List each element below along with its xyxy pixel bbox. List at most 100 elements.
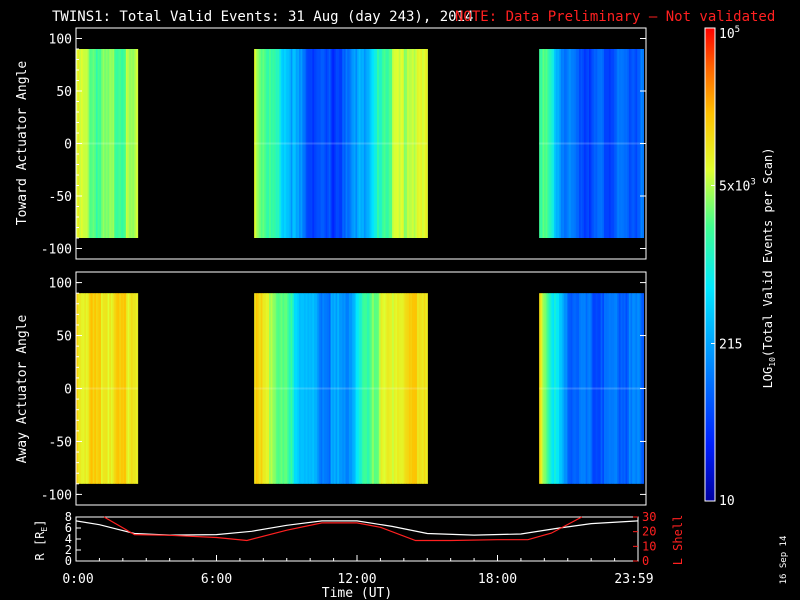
heat-column xyxy=(575,293,578,484)
heat-column xyxy=(382,49,385,238)
ytick-label: -100 xyxy=(41,243,72,258)
heat-column xyxy=(597,293,600,484)
heat-column xyxy=(90,49,94,238)
heat-column xyxy=(393,293,396,484)
heat-column xyxy=(320,293,323,484)
heat-column xyxy=(112,49,115,238)
heat-column xyxy=(392,293,395,484)
heat-column xyxy=(277,49,280,238)
heat-column xyxy=(410,293,413,484)
heat-column xyxy=(423,293,426,484)
heat-column xyxy=(615,293,618,484)
heat-column xyxy=(427,49,428,238)
heat-column xyxy=(100,293,103,484)
heat-column xyxy=(617,293,620,484)
heat-column xyxy=(555,293,558,484)
xtick-label: 12:00 xyxy=(337,572,376,587)
heat-column xyxy=(382,293,385,484)
heat-column xyxy=(407,49,410,238)
heat-column xyxy=(577,49,580,238)
heat-column xyxy=(102,49,105,238)
heat-column xyxy=(279,49,282,238)
heat-column xyxy=(393,49,396,238)
heat-column xyxy=(395,293,398,484)
heat-column xyxy=(422,293,425,484)
heat-column xyxy=(625,49,628,238)
heat-column xyxy=(350,49,353,238)
colorbar xyxy=(704,27,716,502)
heat-column xyxy=(372,293,375,484)
heat-column xyxy=(129,293,132,484)
heat-column xyxy=(383,49,386,238)
heat-column xyxy=(633,293,636,484)
heat-column xyxy=(272,49,275,238)
heat-column xyxy=(305,49,308,238)
heat-column xyxy=(87,49,90,238)
heat-column xyxy=(270,49,273,238)
heat-column xyxy=(542,293,545,484)
heat-column xyxy=(82,293,85,484)
heat-column xyxy=(304,49,307,238)
heat-column xyxy=(422,49,425,238)
heat-column xyxy=(567,293,570,484)
heat-column xyxy=(415,293,418,484)
ylabel-toward: Toward Actuator Angle xyxy=(15,61,30,226)
heat-column xyxy=(630,49,633,238)
heat-column xyxy=(620,49,623,238)
heat-column xyxy=(300,293,303,484)
heat-column xyxy=(90,293,94,484)
heat-column xyxy=(112,293,115,484)
heat-column xyxy=(569,293,572,484)
heat-column xyxy=(593,49,597,238)
heat-column xyxy=(137,49,139,238)
heat-column xyxy=(418,293,421,484)
heat-column xyxy=(302,49,305,238)
xtick-label: 0:00 xyxy=(62,572,93,587)
heat-column xyxy=(420,293,423,484)
heat-column xyxy=(295,49,298,238)
heat-column xyxy=(335,49,338,238)
heat-column xyxy=(600,293,603,484)
heat-column xyxy=(365,293,368,484)
heat-column xyxy=(425,293,428,484)
heat-column xyxy=(97,49,100,238)
heat-column xyxy=(114,293,117,484)
heat-column xyxy=(403,49,406,238)
heat-column xyxy=(99,49,102,238)
heat-column xyxy=(119,293,122,484)
heat-column xyxy=(105,293,108,484)
l-tick-label: 20 xyxy=(642,525,656,539)
r-tick-label: 0 xyxy=(65,554,72,568)
heat-column xyxy=(115,49,118,238)
heat-column xyxy=(294,293,297,484)
heat-column xyxy=(539,49,542,238)
colorbar-tick-label: 105 xyxy=(719,25,740,42)
heat-column xyxy=(135,293,138,484)
heat-column xyxy=(392,49,395,238)
heat-column xyxy=(345,49,348,238)
panel-orbit-frame xyxy=(75,516,639,562)
heat-column xyxy=(370,49,373,238)
heat-column xyxy=(388,49,391,238)
heat-column xyxy=(333,293,336,484)
heat-column xyxy=(85,293,89,484)
xtick-label: 23:59 xyxy=(614,572,653,587)
heat-column xyxy=(638,49,641,238)
heat-column xyxy=(360,49,363,238)
heat-column xyxy=(423,49,426,238)
heat-column xyxy=(365,49,368,238)
heat-column xyxy=(352,293,355,484)
heat-column xyxy=(584,49,587,238)
series-r-line xyxy=(75,520,639,536)
heat-column xyxy=(255,49,258,238)
heat-column xyxy=(269,49,272,238)
heat-column xyxy=(348,293,351,484)
heat-column xyxy=(587,49,590,238)
heat-column xyxy=(82,49,85,238)
ylabel-l-shell: L Shell xyxy=(671,515,685,566)
heat-column xyxy=(605,49,608,238)
heat-column xyxy=(315,49,318,238)
heat-column xyxy=(353,49,356,238)
ylabel-away: Away Actuator Angle xyxy=(15,314,30,463)
